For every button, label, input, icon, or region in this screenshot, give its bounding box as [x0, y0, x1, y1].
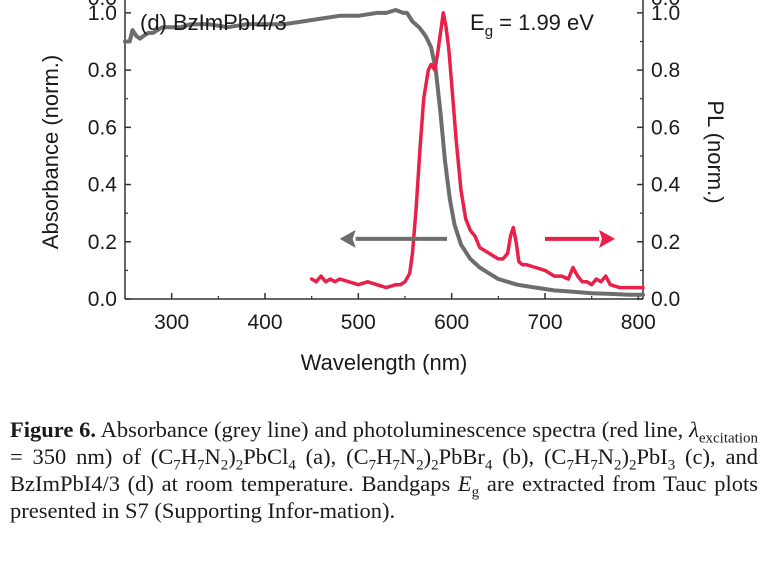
y-right-tick-label: 0.0: [651, 288, 680, 311]
caption-text: PbI: [636, 444, 668, 469]
y-right-axis-title: PL (norm.): [703, 100, 728, 203]
caption-text: ): [423, 444, 432, 469]
caption-text: (C: [543, 444, 567, 469]
y-left-tick-label: 0.4: [88, 174, 118, 197]
caption-sub: 2: [628, 457, 637, 474]
y-right-tick-label: 1.0: [651, 2, 680, 25]
caption-text: PbBr: [438, 444, 485, 469]
caption-text: (b),: [492, 444, 535, 469]
plot-area: [124, 0, 644, 300]
caption-text: (c), and BzImPbI4/3 (d) at room temperat…: [10, 444, 758, 496]
top-tick-fragment-left: 0.0: [88, 0, 117, 10]
caption-sub: 2: [235, 457, 244, 474]
y-right-tick-label: 0.6: [651, 116, 680, 139]
arrow-head-absorbance: [339, 229, 356, 248]
series-line-pl: [309, 11, 645, 290]
caption-sub: 4: [288, 457, 296, 474]
caption-eg-symbol: E: [457, 471, 472, 496]
caption-sub: 4: [484, 457, 493, 474]
caption-text-2: = 350 nm) of (C: [10, 444, 174, 469]
x-tick-label: 500: [341, 311, 376, 334]
x-axis-title: Wavelength (nm): [301, 350, 468, 375]
y-left-tick-label: 0.2: [88, 231, 117, 254]
x-tick-label: 600: [434, 311, 469, 334]
panel-label: (d) BzImPbI4/3: [140, 10, 287, 35]
caption-sub: 2: [220, 457, 229, 474]
caption-sub: 2: [613, 457, 622, 474]
y-left-tick-label: 0.6: [88, 116, 117, 139]
x-tick-label: 300: [154, 311, 189, 334]
x-tick-label: 400: [247, 311, 282, 334]
caption-text: PbCl: [243, 444, 289, 469]
caption-text-3: are extracted from Tauc plots presented …: [10, 471, 758, 523]
caption-sub: 7: [197, 457, 205, 474]
x-tick-label: 800: [621, 311, 656, 334]
caption-sub: 7: [590, 457, 598, 474]
caption-label: Figure 6.: [10, 417, 97, 442]
y-right-tick-label: 0.2: [651, 231, 680, 254]
caption-text-1: Absorbance (grey line) and photoluminesc…: [96, 417, 690, 442]
y-right-tick-label: 0.8: [651, 59, 680, 82]
chart-labels: 0.00.03004005006007008000.00.00.20.20.40…: [38, 0, 728, 375]
chart-marks: [123, 8, 645, 297]
series-line-absorbance: [123, 8, 645, 297]
arrow-head-pl: [599, 229, 615, 248]
caption-sub: 7: [173, 457, 181, 474]
caption-sub: 7: [392, 457, 400, 474]
figure-caption: Figure 6. Absorbance (grey line) and pho…: [10, 417, 759, 523]
top-tick-fragment-right: 0.0: [651, 0, 680, 10]
caption-sub: 7: [566, 457, 574, 474]
caption-text: (a), (C: [295, 444, 369, 469]
spectra-chart: 0.00.03004005006007008000.00.00.20.20.40…: [38, 0, 728, 375]
y-left-tick-label: 0.0: [88, 288, 117, 311]
caption-lambda: λ: [689, 417, 699, 442]
caption-eg-sub: g: [471, 484, 480, 501]
x-tick-label: 700: [527, 311, 562, 334]
y-left-axis-title: Absorbance (norm.): [38, 55, 63, 249]
y-left-tick-label: 1.0: [88, 2, 117, 25]
y-right-tick-label: 0.4: [651, 174, 681, 197]
caption-sub: 3: [667, 457, 676, 474]
caption-text: ): [621, 444, 629, 469]
caption-sub: 2: [431, 457, 439, 474]
caption-sub: 2: [416, 457, 424, 474]
eg-annotation: Eg = 1.99 eV: [470, 10, 594, 40]
caption-text: ): [228, 444, 236, 469]
y-left-tick-label: 0.8: [88, 59, 117, 82]
caption-sub: 7: [368, 457, 377, 474]
